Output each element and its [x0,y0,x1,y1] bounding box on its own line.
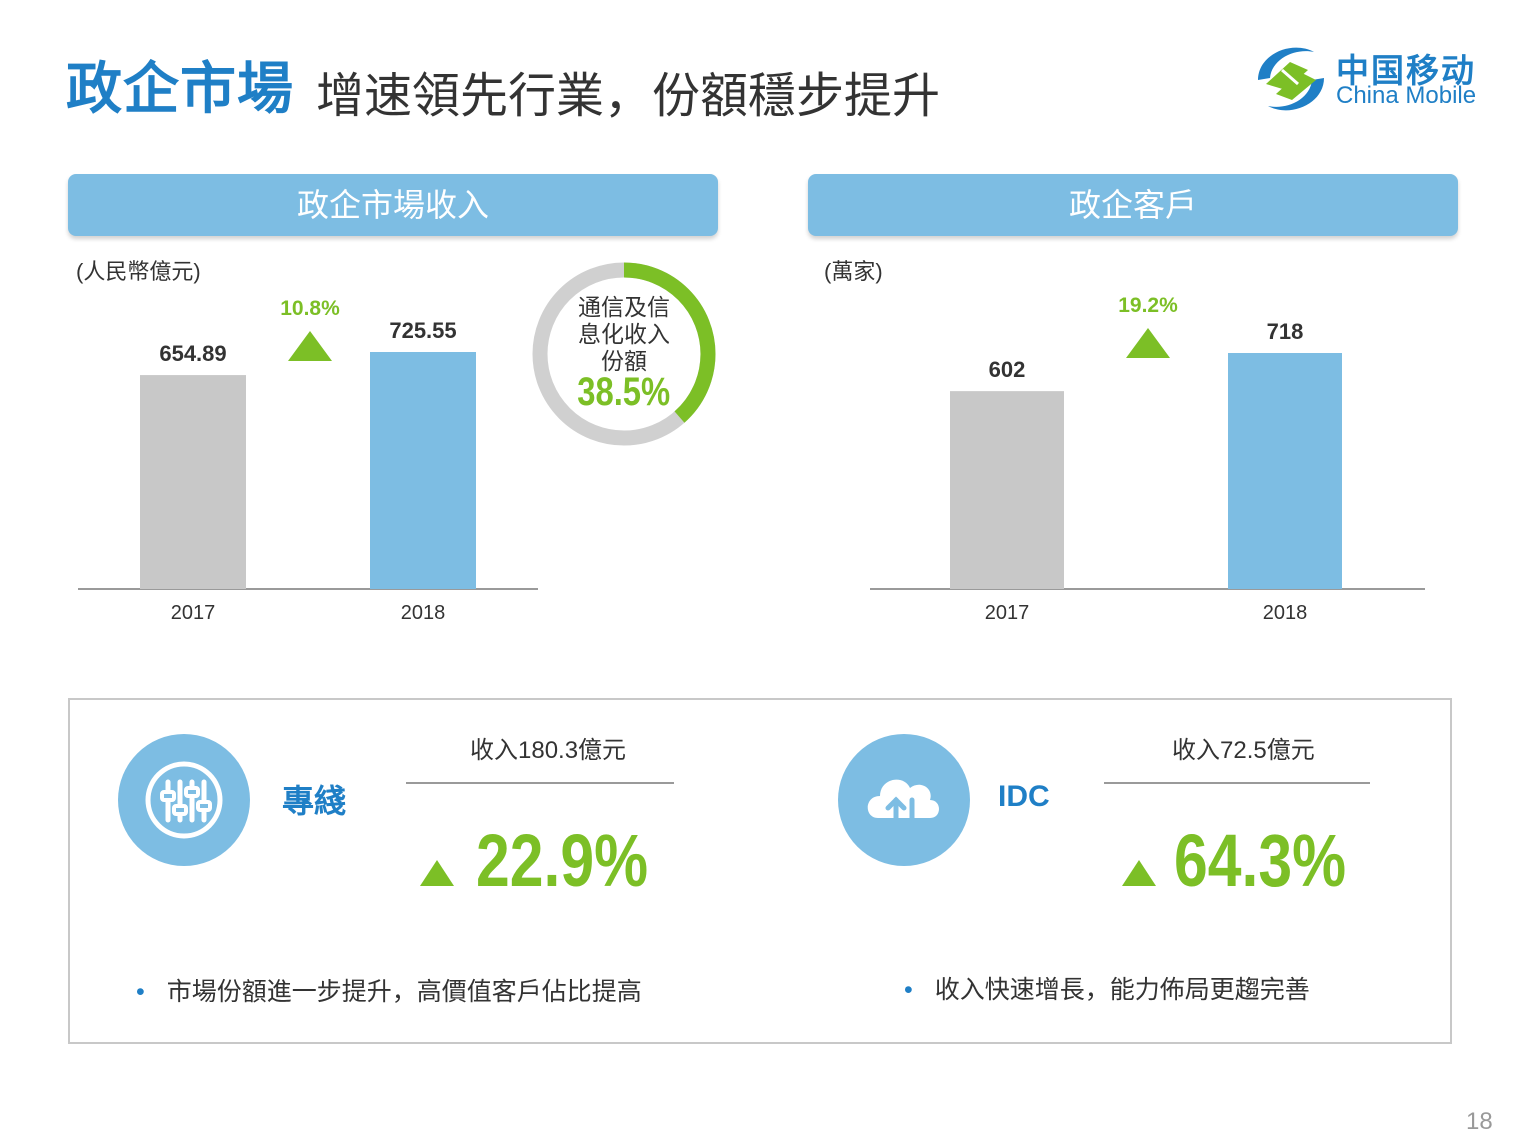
bar-2017 [950,391,1064,589]
sliders-icon [145,761,223,839]
products-box [68,698,1452,1044]
page-title: 政企市場 [66,57,294,120]
donut-value-wrap: 38.5% [548,370,700,415]
revenue-bar-chart: 654.89 2017 725.55 2018 10.8% [78,297,538,624]
customers-unit-label: (萬家) [824,259,883,284]
x-tick-label-2017: 2017 [985,602,1030,624]
feature-1-bullet: • 市場份額進一步提升，高價值客戶佔比提高 [136,972,642,1008]
x-tick-label-2018: 2018 [401,602,446,624]
logo-english-text: China Mobile [1336,82,1477,109]
customers-bar-chart: 602 2017 718 2018 19.2% [870,294,1425,624]
feature-2-name: IDC [998,780,1050,813]
donut-label-line2: 息化收入 [578,321,670,347]
growth-up-arrow-icon [1126,328,1170,358]
donut-label-line3: 份額 [601,348,647,374]
page-subtitle: 增速領先行業，份額穩步提升 [316,70,941,123]
growth-label: 19.2% [1118,294,1178,317]
logo-chinese-text: 中国移动 [1336,52,1476,89]
bar-value-label-2018: 725.55 [389,318,456,343]
page-number: 18 [1466,1108,1493,1135]
feature-2-up-arrow-icon [1122,860,1156,886]
bullet-dot: • [904,976,913,1004]
revenue-unit-label: (人民幣億元) [76,259,201,284]
x-tick-label-2017: 2017 [171,602,216,624]
feature-1-name: 專綫 [282,783,347,819]
bar-value-label-2017: 654.89 [159,341,226,366]
feature-1-divider [406,782,674,784]
bar-2018 [370,352,476,589]
feature-1-revenue: 收入180.3億元 [470,737,627,764]
donut-share-arc [532,262,716,446]
feature-1-icon-circle [118,734,250,866]
growth-label: 10.8% [280,297,340,320]
share-donut-chart [532,262,716,446]
feature-1-bullet-text: 市場份額進一步提升，高價值客戶佔比提高 [166,978,642,1006]
feature-1-up-arrow-icon [420,860,454,886]
growth-up-arrow-icon [288,331,332,361]
donut-label: 通信及信 息化收入 份額 [548,294,700,375]
china-mobile-logo: 中国移动 China Mobile [1252,40,1482,120]
customers-panel-header: 政企客戶 [808,174,1458,236]
bar-2017 [140,375,246,589]
feature-2-icon-circle [838,734,970,866]
x-tick-label-2018: 2018 [1263,602,1308,624]
bullet-dot: • [136,978,145,1006]
feature-2-divider [1104,782,1370,784]
cloud-transfer-icon [867,779,939,834]
bar-2018 [1228,353,1342,589]
feature-2-bullet-text: 收入快速增長，能力佈局更趨完善 [934,976,1310,1004]
feature-2-bullet: • 收入快速增長，能力佈局更趨完善 [904,970,1310,1006]
donut-value: 38.5% [577,370,671,414]
donut-label-line1: 通信及信 [578,294,670,320]
feature-2-revenue: 收入72.5億元 [1172,737,1315,764]
revenue-panel-header: 政企市場收入 [68,174,718,236]
feature-1-growth: 22.9% [476,819,649,902]
bar-value-label-2017: 602 [989,357,1026,382]
feature-2-growth: 64.3% [1174,819,1347,902]
bar-value-label-2018: 718 [1267,319,1304,344]
logo-mark-icon [1258,47,1324,111]
